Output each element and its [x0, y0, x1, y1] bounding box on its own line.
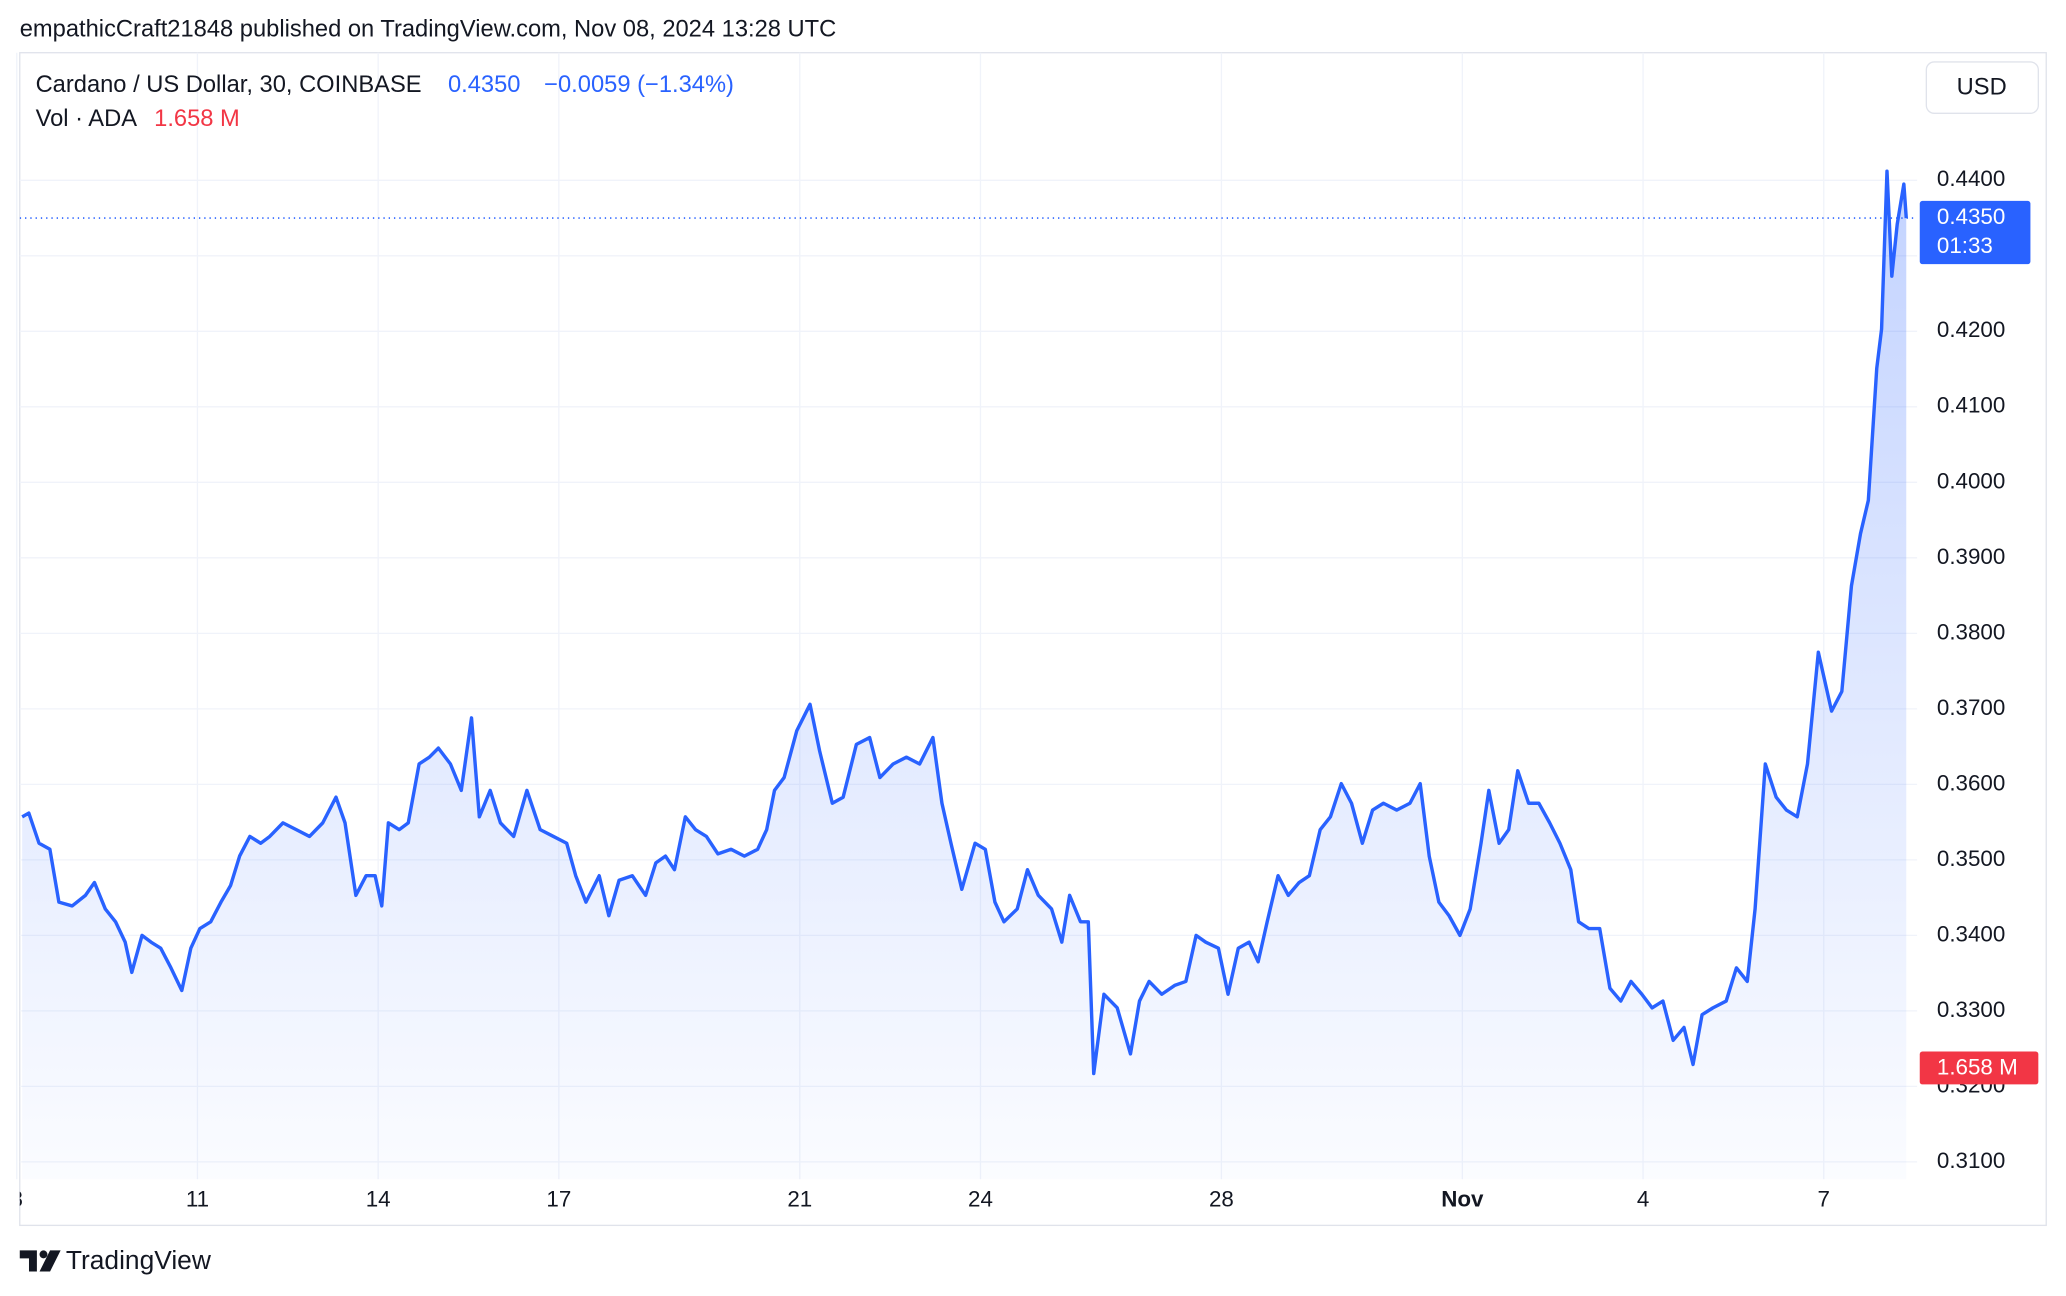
- y-tick-label: 0.3600: [1937, 770, 2005, 795]
- attribution: empathicCraft21848 published on TradingV…: [20, 17, 837, 43]
- x-tick-label: 4: [1637, 1186, 1649, 1211]
- y-tick-label: 0.4000: [1937, 468, 2005, 493]
- logo: [19, 1250, 61, 1272]
- header-price: 0.4350: [448, 72, 521, 98]
- footer-brand: TradingView: [66, 1245, 212, 1275]
- symbol-name: Cardano / US Dollar, 30, COINBASE: [36, 72, 422, 98]
- volume-tag-label: 1.658 M: [1937, 1055, 2018, 1080]
- chart-frame: [19, 52, 2047, 1227]
- y-tick-label: 0.3800: [1937, 619, 2005, 644]
- x-tick-label: 14: [366, 1186, 391, 1211]
- y-tick-label: 0.4200: [1937, 317, 2005, 342]
- header-change: −0.0059 (−1.34%): [544, 72, 734, 98]
- x-tick-label: 21: [787, 1186, 812, 1211]
- y-tick-label: 0.3900: [1937, 544, 2005, 569]
- x-tick-label: 7: [1818, 1186, 1830, 1211]
- currency-label[interactable]: USD: [1957, 75, 2007, 101]
- x-tick-label: Nov: [1441, 1186, 1484, 1211]
- countdown-label: 01:33: [1937, 233, 1993, 258]
- x-tick-label: 28: [1209, 1186, 1234, 1211]
- last-price-tag: [1919, 200, 2031, 265]
- price-area: [22, 171, 1907, 1180]
- x-tick-label: 17: [546, 1186, 571, 1211]
- volume-value: 1.658 M: [154, 106, 240, 132]
- y-tick-label: 0.4400: [1937, 166, 2005, 191]
- x-tick-label: 24: [968, 1186, 993, 1211]
- x-tick-label: 11: [186, 1186, 209, 1211]
- y-tick-label: 0.3100: [1937, 1148, 2005, 1173]
- y-tick-label: 0.3300: [1937, 997, 2005, 1022]
- volume-title: Vol · ADA: [36, 106, 138, 132]
- price-line: [21, 169, 1908, 1076]
- x-tick-label: 8: [11, 1186, 23, 1211]
- currency-button[interactable]: [1925, 61, 2039, 114]
- y-tick-label: 0.4100: [1937, 393, 2005, 418]
- y-tick-label: 0.3400: [1937, 921, 2005, 946]
- volume-tag: [1919, 1051, 2039, 1085]
- y-tick-label: 0.3700: [1937, 695, 2005, 720]
- y-tick-label: 0.3500: [1937, 846, 2005, 871]
- last-price-label: 0.4350: [1937, 204, 2005, 229]
